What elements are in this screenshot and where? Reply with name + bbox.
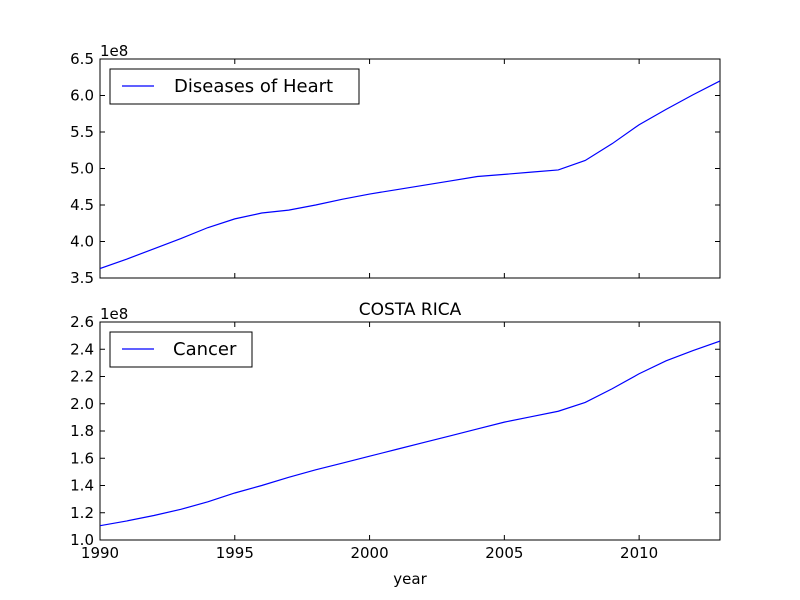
cancer-legend: Cancer [109,331,253,368]
cancer-series-line [100,340,720,527]
heart-series-group [100,80,720,270]
heart-series-line [100,80,720,270]
cancer-x-tick-label: 1990 [81,544,119,562]
cancer-chart-title: COSTA RICA [359,300,462,320]
heart-x-ticks [99,59,640,278]
cancer-x-tick-label: 2000 [350,544,388,562]
cancer-legend-label: Cancer [173,339,237,360]
cancer-y-tick-label: 2.2 [70,368,94,386]
heart-y-tick-label: 5.5 [70,123,94,141]
heart-y-tick-label: 6.0 [70,87,94,105]
heart-y-ticks: 3.5 4.0 4.5 5.0 5.5 6.0 6.5 [70,50,720,287]
heart-y-tick-label: 6.5 [70,50,94,68]
heart-panel: 3.5 4.0 4.5 5.0 5.5 6.0 6.5 1e8 Diseases of He… [70,42,721,287]
cancer-y-tick-label: 2.4 [70,340,94,358]
cancer-y-tick-label: 2.0 [70,395,94,413]
cancer-series-group [100,340,720,527]
cancer-x-tick-label: 2010 [620,544,658,562]
cancer-panel: 1.0 1.2 1.4 1.6 1.8 2.0 2.2 2.4 2.6 1990 1995 2000… [70,300,721,588]
cancer-x-tick-label: 2005 [485,544,523,562]
cancer-offset-label: 1e8 [100,305,128,323]
cancer-y-tick-label: 2.6 [70,313,94,331]
heart-legend-label: Diseases of Heart [174,76,333,97]
cancer-y-tick-label: 1.4 [70,477,94,495]
heart-y-tick-label: 4.0 [70,233,94,251]
heart-offset-label: 1e8 [100,42,128,60]
heart-y-tick-label: 4.5 [70,196,94,214]
cancer-y-tick-label: 1.0 [70,531,94,549]
heart-legend: Diseases of Heart [109,68,360,105]
heart-y-tick-label: 5.0 [70,160,94,178]
cancer-y-tick-label: 1.2 [70,504,94,522]
cancer-x-ticks: 1990 1995 2000 2005 2010 [81,322,658,562]
heart-y-tick-label: 3.5 [70,269,94,287]
cancer-x-tick-label: 1995 [216,544,254,562]
cancer-y-tick-label: 1.8 [70,422,94,440]
cancer-y-ticks: 1.0 1.2 1.4 1.6 1.8 2.0 2.2 2.4 2.6 [70,313,720,549]
x-axis-label: year [393,570,427,588]
cancer-y-tick-label: 1.6 [70,449,94,467]
